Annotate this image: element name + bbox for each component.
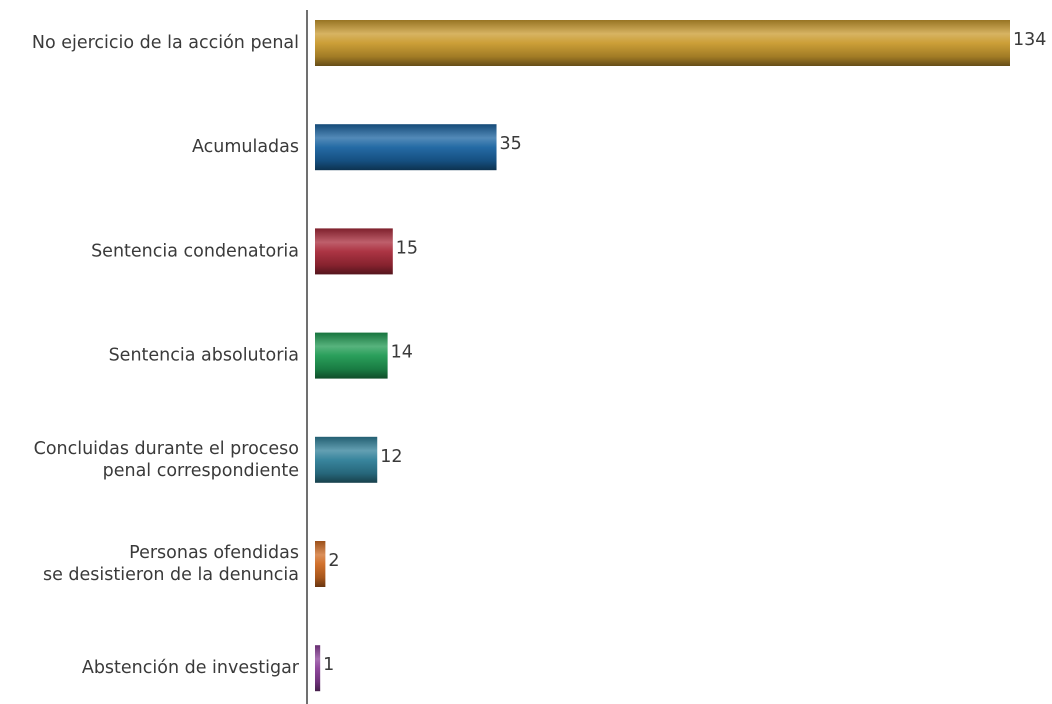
bar-5 <box>315 541 326 587</box>
category-label-5: Personas ofendidas se desistieron de la d… <box>43 543 299 585</box>
bar-0 <box>315 20 1010 66</box>
category-label-2: Sentencia condenatoria <box>91 241 299 261</box>
labels-layer: 134 No ejercicio de la acción penal 35 Acum… <box>32 30 1047 678</box>
bar-3 <box>315 332 388 379</box>
value-label-3: 14 <box>391 343 413 363</box>
category-label-4: Concluidas durante el proceso penal corre… <box>34 439 299 481</box>
bars-layer <box>315 20 1010 692</box>
category-label-6: Abstención de investigar <box>82 658 300 678</box>
value-label-5: 2 <box>328 551 339 571</box>
category-label-3: Sentencia absolutoria <box>109 346 299 366</box>
value-label-1: 35 <box>500 134 522 154</box>
value-label-4: 12 <box>380 447 402 467</box>
bar-6 <box>315 645 321 692</box>
value-label-6: 1 <box>323 655 334 675</box>
bar-2 <box>315 228 393 275</box>
category-label-1: Acumuladas <box>192 137 299 157</box>
value-label-0: 134 <box>1013 30 1046 50</box>
bar-1 <box>315 124 497 171</box>
category-label-0: No ejercicio de la acción penal <box>32 33 299 53</box>
value-label-2: 15 <box>396 238 418 258</box>
bar-4 <box>315 436 378 483</box>
